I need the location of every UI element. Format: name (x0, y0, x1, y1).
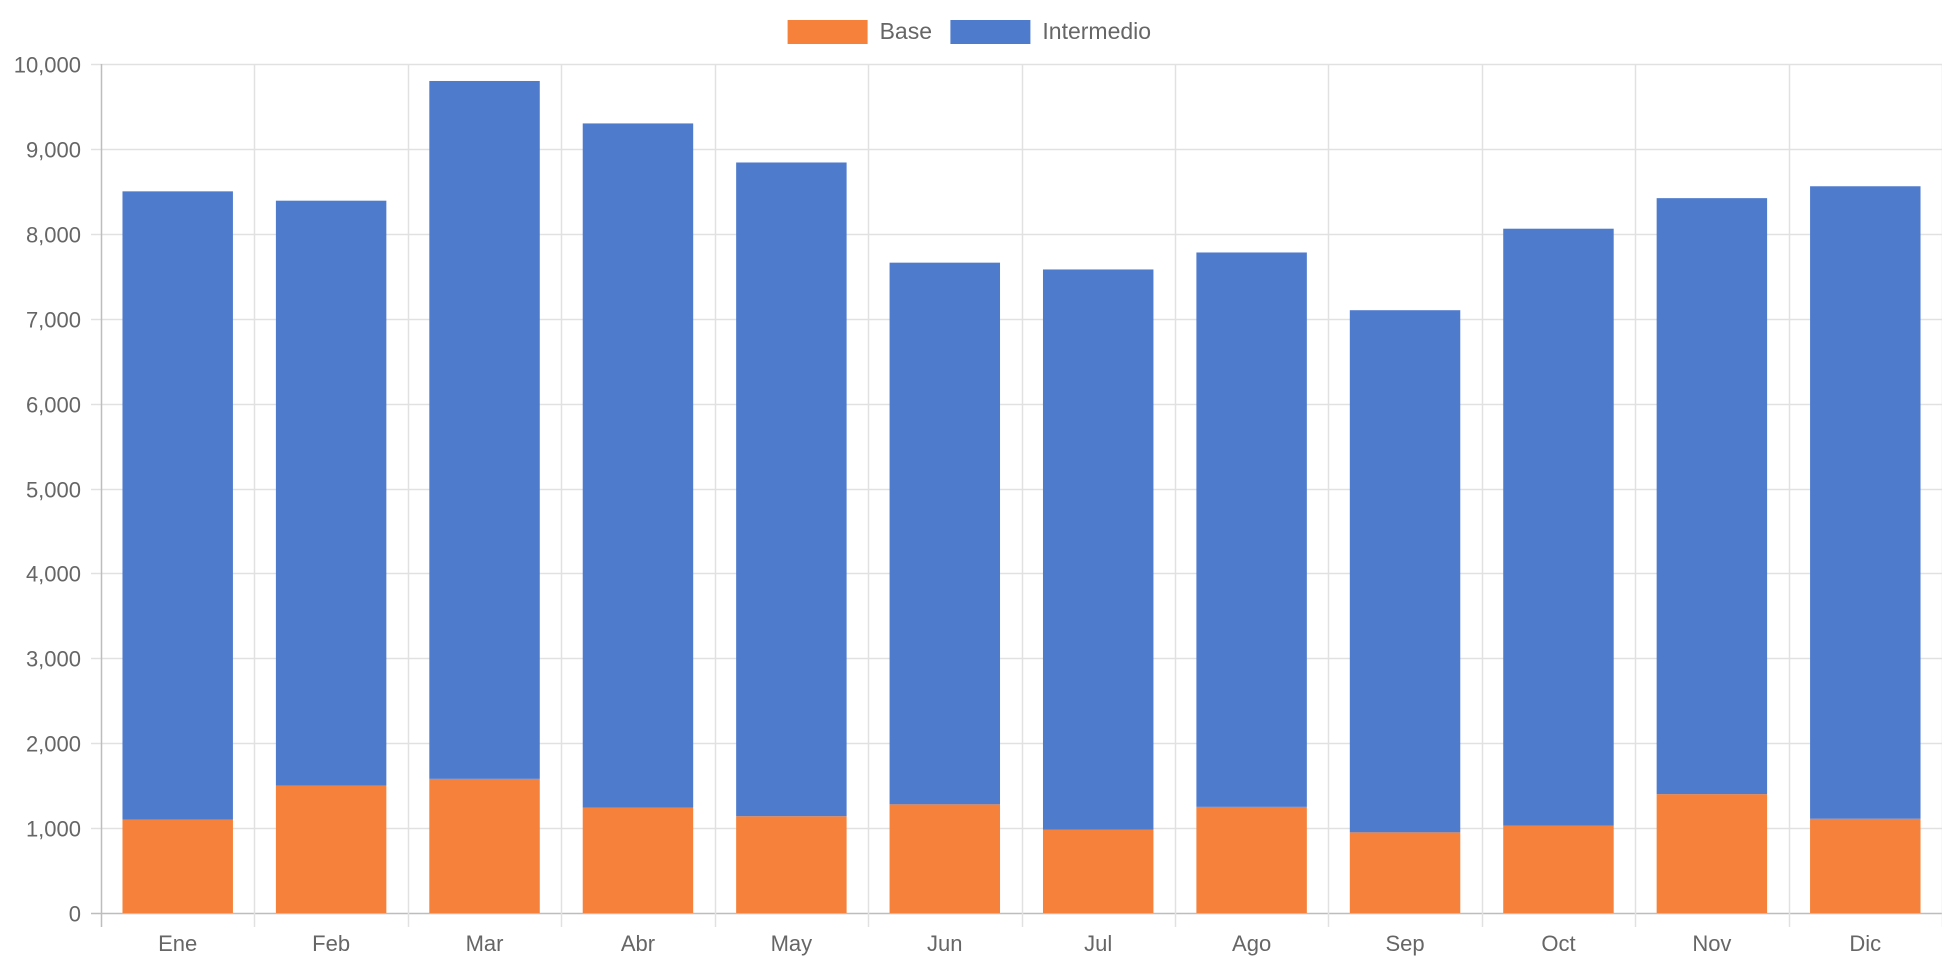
bar-intermedio-jul[interactable] (1042, 269, 1154, 830)
bar-intermedio-sep[interactable] (1349, 310, 1461, 833)
legend-swatch (950, 20, 1031, 44)
bar-base-dic[interactable] (1810, 818, 1921, 913)
x-tick-label: Jul (1084, 931, 1112, 956)
bar-base-oct[interactable] (1503, 825, 1614, 913)
axes: 0 1,000 2,000 3,000 4,000 5,000 6,000 7,000 8,00… (14, 53, 1881, 957)
bar-intermedio-nov[interactable] (1656, 198, 1768, 795)
bar-intermedio-dic[interactable] (1810, 186, 1921, 819)
y-tick-label: 9,000 (26, 138, 81, 163)
bar-intermedio-ago[interactable] (1196, 252, 1307, 807)
bar-base-nov[interactable] (1656, 794, 1768, 913)
legend: Base Intermedio (787, 18, 1151, 44)
y-tick-label: 8,000 (26, 223, 81, 248)
bar-base-jul[interactable] (1042, 829, 1154, 913)
x-tick-label: Ago (1232, 931, 1271, 956)
legend-item-base[interactable]: Base (787, 18, 932, 44)
x-tick-label: Ene (158, 931, 197, 956)
x-tick-label: Feb (312, 931, 350, 956)
y-tick-label: 4,000 (26, 562, 81, 587)
bar-intermedio-oct[interactable] (1503, 228, 1614, 826)
x-tick-label: Mar (466, 931, 504, 956)
bar-intermedio-jun[interactable] (889, 262, 1001, 805)
x-tick-label: Nov (1692, 931, 1731, 956)
bar-intermedio-mar[interactable] (429, 80, 540, 779)
grid-lines (91, 63, 1942, 927)
y-tick-label: 3,000 (26, 647, 81, 672)
bar-base-ago[interactable] (1196, 806, 1307, 913)
y-tick-label: 7,000 (26, 308, 81, 333)
y-tick-label: 5,000 (26, 478, 81, 503)
bar-intermedio-ene[interactable] (122, 191, 233, 820)
bar-base-ene[interactable] (122, 819, 233, 913)
legend-item-intermedio[interactable]: Intermedio (950, 18, 1151, 44)
bar-base-may[interactable] (736, 816, 847, 913)
x-tick-label: Dic (1849, 931, 1881, 956)
x-tick-label: Jun (927, 931, 962, 956)
x-tick-label: May (771, 931, 813, 956)
x-tick-label: Sep (1385, 931, 1424, 956)
bars (122, 80, 1921, 913)
legend-label: Intermedio (1042, 18, 1151, 44)
y-tick-label: 6,000 (26, 393, 81, 418)
x-tick-label: Oct (1541, 931, 1575, 956)
legend-swatch (787, 20, 868, 44)
bar-base-abr[interactable] (582, 807, 694, 913)
bar-intermedio-may[interactable] (736, 162, 847, 817)
y-tick-label: 2,000 (26, 732, 81, 757)
bar-base-sep[interactable] (1349, 832, 1461, 913)
legend-label: Base (880, 18, 932, 44)
y-tick-label: 0 (69, 902, 81, 927)
bar-base-jun[interactable] (889, 804, 1001, 913)
bar-base-mar[interactable] (429, 778, 540, 913)
x-tick-label: Abr (621, 931, 655, 956)
bar-intermedio-feb[interactable] (275, 200, 387, 786)
bar-intermedio-abr[interactable] (582, 123, 694, 808)
y-tick-label: 1,000 (26, 817, 81, 842)
y-tick-label: 10,000 (14, 53, 81, 78)
bar-base-feb[interactable] (275, 785, 387, 913)
